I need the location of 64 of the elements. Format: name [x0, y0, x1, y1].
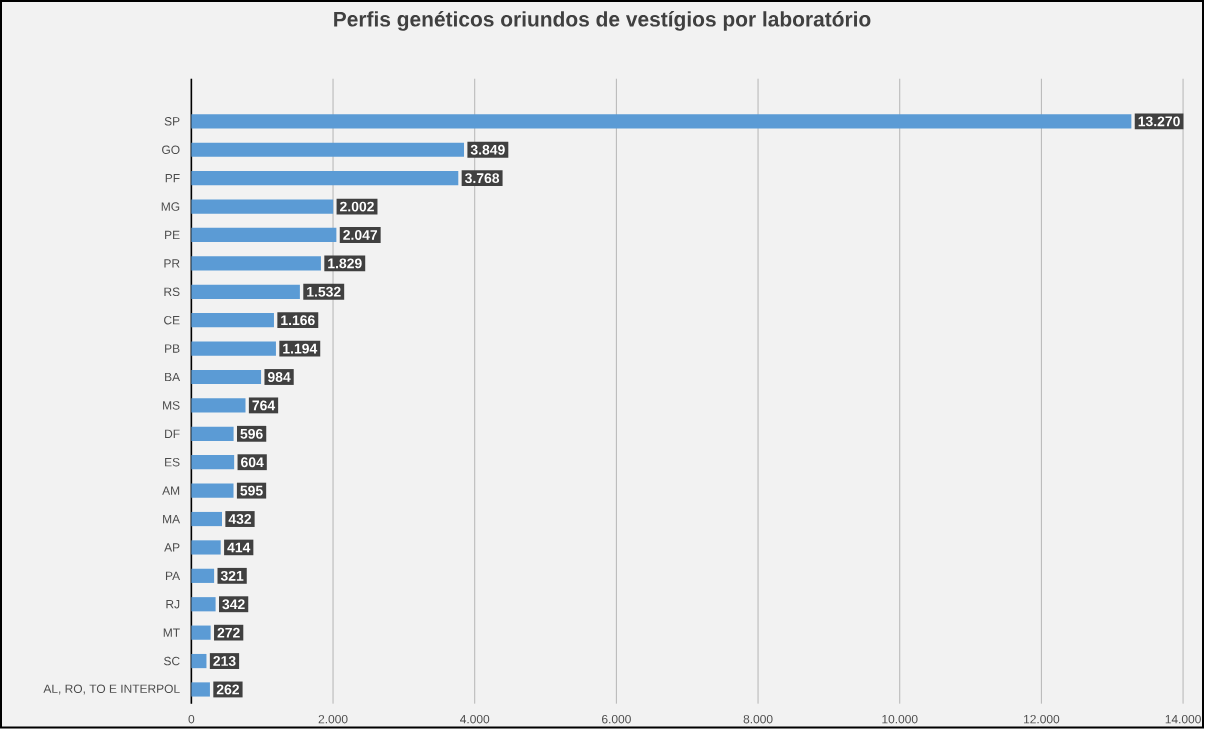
bar [191, 256, 321, 271]
x-tick-label: 2.000 [318, 714, 348, 724]
bar [191, 369, 262, 385]
x-tick-label: 0 [188, 714, 195, 724]
y-tick-label: SC [163, 656, 180, 666]
bar [191, 568, 215, 583]
x-tick-label: 12.000 [1024, 714, 1060, 724]
data-label: 1.166 [281, 315, 315, 326]
y-tick-label: ES [165, 457, 180, 467]
y-tick-label: PR [164, 259, 180, 268]
y-tick-label: MG [161, 202, 180, 211]
data-label: 1.194 [283, 343, 318, 354]
y-tick-label: RJ [166, 600, 180, 609]
y-tick-label: PA [165, 571, 181, 580]
x-tick-label: 8.000 [743, 714, 773, 724]
y-tick-label: CE [164, 315, 180, 325]
y-tick-label: GO [162, 145, 180, 154]
x-tick-label: 4.000 [460, 714, 490, 724]
data-label: 13.270 [1138, 116, 1180, 127]
data-label: 595 [240, 485, 263, 496]
bar [191, 625, 211, 640]
y-tick-label: AM [162, 486, 180, 495]
y-tick-label: MS [163, 401, 180, 410]
data-label: 2.002 [340, 201, 374, 212]
bar [191, 540, 221, 555]
data-label: 596 [240, 428, 263, 439]
data-label: 604 [241, 457, 264, 468]
y-tick-label: AL, RO, TO E INTERPOL [43, 684, 180, 695]
data-label: 984 [267, 372, 291, 382]
y-tick-label: PF [165, 174, 180, 183]
data-label: 321 [220, 570, 244, 581]
y-tick-label: PE [165, 230, 180, 240]
data-label: 432 [228, 514, 252, 524]
data-label: 3.768 [464, 173, 500, 184]
x-tick-label: 6.000 [602, 714, 631, 724]
bar [191, 341, 276, 356]
data-label: 342 [222, 599, 245, 610]
data-label: 262 [216, 684, 240, 695]
data-label: 764 [252, 400, 276, 411]
y-tick-label: AP [164, 543, 180, 552]
y-tick-label: MT [163, 628, 180, 637]
y-tick-label: RS [164, 287, 180, 296]
bar [191, 426, 234, 441]
x-tick-label: 10.000 [882, 714, 918, 724]
chart-title: Perfis genéticos oriundos de vestígios por laboratório [334, 11, 871, 31]
data-label: 3.849 [470, 144, 505, 155]
bar [191, 284, 300, 299]
y-tick-label: PB [165, 344, 180, 353]
x-tick-label: 14.000 [1165, 714, 1201, 724]
data-label: 2.047 [343, 230, 378, 240]
y-tick-label: SP [164, 117, 180, 126]
data-label: 272 [217, 627, 240, 638]
bar [191, 682, 210, 697]
bar [191, 171, 459, 186]
y-tick-label: MA [163, 514, 181, 524]
data-label: 1.829 [328, 258, 362, 269]
y-tick-label: DF [165, 429, 180, 438]
bar [191, 597, 216, 612]
data-label: 1.532 [307, 286, 341, 297]
data-label: 414 [227, 542, 251, 553]
bar [191, 511, 222, 527]
data-label: 213 [213, 656, 236, 666]
bar [191, 313, 274, 328]
y-tick-label: BA [165, 372, 181, 382]
